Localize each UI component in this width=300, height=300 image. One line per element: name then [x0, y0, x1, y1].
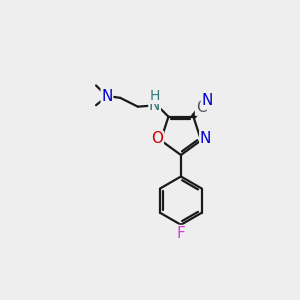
Text: H: H — [149, 89, 160, 103]
Text: N: N — [202, 93, 213, 108]
Text: C: C — [196, 100, 206, 115]
Text: F: F — [176, 226, 185, 241]
Text: N: N — [101, 89, 112, 104]
Text: N: N — [200, 131, 211, 146]
Text: O: O — [151, 131, 163, 146]
Text: N: N — [149, 98, 160, 113]
